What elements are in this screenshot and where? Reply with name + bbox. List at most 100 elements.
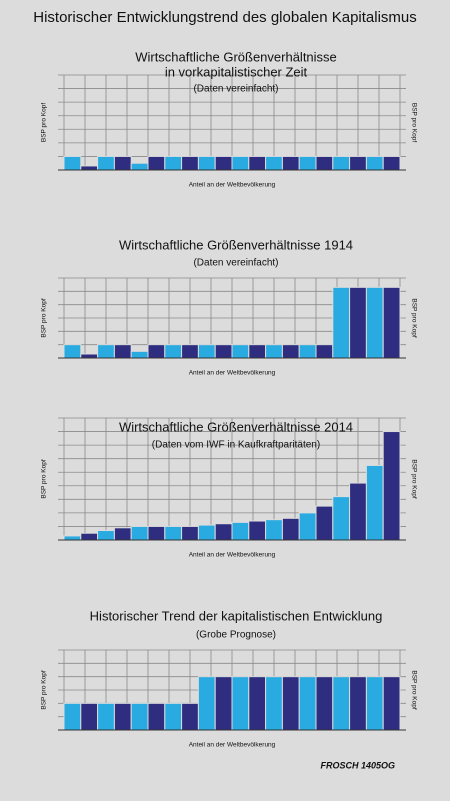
bar (231, 344, 250, 359)
bar (265, 155, 283, 171)
chart-title: Wirtschaftliche Größenverhältnisse 1914 (119, 237, 353, 252)
bar (164, 525, 183, 541)
bar (315, 676, 334, 731)
bar (349, 155, 367, 171)
bar (231, 521, 250, 541)
bar (130, 162, 149, 171)
bar (97, 702, 115, 731)
bar (315, 344, 334, 359)
bar (113, 155, 132, 171)
chart-title: Historischer Trend der kapitalistischen … (90, 608, 383, 623)
bar (181, 525, 199, 541)
bar (365, 676, 384, 731)
bar (197, 155, 216, 171)
bar (332, 496, 351, 541)
bar (315, 505, 334, 541)
bar (248, 344, 267, 359)
bar (365, 464, 384, 541)
y-axis-label: BSP pro Kopf (410, 298, 417, 337)
chart-subtitle: (Grobe Prognose) (196, 630, 276, 641)
bar (365, 286, 384, 359)
bar (332, 676, 351, 731)
bar (349, 482, 367, 541)
bar (164, 702, 183, 731)
y-axis-label: BSP pro Kopf (41, 459, 48, 498)
bar (181, 344, 199, 359)
bar (63, 702, 82, 731)
bar (265, 676, 283, 731)
bar (197, 524, 216, 541)
bar (382, 676, 401, 731)
x-axis-label: Anteil an der Weltbevölkerung (189, 370, 276, 377)
bar (265, 344, 283, 359)
bar (231, 676, 250, 731)
y-axis-label: BSP pro Kopf (41, 298, 48, 337)
bar (265, 519, 283, 541)
bar (113, 344, 132, 359)
bar (80, 702, 99, 731)
bar (214, 155, 233, 171)
main-title: Historischer Entwicklungstrend des globa… (33, 9, 417, 26)
bar (349, 676, 367, 731)
chart-subtitle: in vorkapitalistischer Zeit (165, 64, 308, 79)
bar (214, 676, 233, 731)
bar (147, 702, 166, 731)
y-axis-label: BSP pro Kopf (410, 103, 417, 142)
chart-subtitle: (Daten vereinfacht) (193, 84, 278, 95)
bar (63, 155, 82, 171)
bar (181, 702, 199, 731)
bar (63, 535, 82, 541)
bar (332, 155, 351, 171)
bar (130, 525, 149, 541)
bar (248, 155, 267, 171)
bar (382, 155, 401, 171)
x-axis-label: Anteil an der Weltbevölkerung (189, 552, 276, 559)
bar (281, 155, 300, 171)
bar (298, 512, 317, 541)
bar (164, 344, 183, 359)
bar (147, 344, 166, 359)
bar (298, 344, 317, 359)
bar (382, 431, 401, 541)
bar (281, 344, 300, 359)
bar (298, 155, 317, 171)
bar (164, 155, 183, 171)
bar (63, 344, 82, 359)
bar (197, 676, 216, 731)
chart-title: Wirtschaftliche Größenverhältnisse (135, 49, 337, 64)
bar (80, 353, 99, 359)
y-axis-label: BSP pro Kopf (410, 670, 417, 709)
bar (147, 525, 166, 541)
bar (365, 155, 384, 171)
chart-subtitle: (Daten vom IWF in Kaufkraftparitäten) (152, 440, 320, 451)
bar (147, 155, 166, 171)
bar (248, 676, 267, 731)
chart-title: Wirtschaftliche Größenverhältnisse 2014 (119, 419, 353, 434)
bar (181, 155, 199, 171)
chart-subtitle: (Daten vereinfacht) (193, 258, 278, 269)
bar (97, 530, 115, 541)
x-axis-label: Anteil an der Weltbevölkerung (189, 182, 276, 189)
bar (113, 702, 132, 731)
bar (214, 523, 233, 541)
bar (281, 676, 300, 731)
bar (97, 344, 115, 359)
x-axis-label: Anteil an der Weltbevölkerung (189, 742, 276, 749)
bar (248, 520, 267, 541)
y-axis-label: BSP pro Kopf (41, 670, 48, 709)
bar (130, 702, 149, 731)
bar (298, 676, 317, 731)
bar (97, 155, 115, 171)
signature: FROSCH 1405OG (320, 760, 395, 770)
bar (315, 155, 334, 171)
bar (281, 517, 300, 541)
bar (197, 344, 216, 359)
bar (80, 532, 99, 541)
bar (130, 350, 149, 359)
bar (231, 155, 250, 171)
bar (332, 286, 351, 359)
bar (214, 344, 233, 359)
y-axis-label: BSP pro Kopf (410, 459, 417, 498)
